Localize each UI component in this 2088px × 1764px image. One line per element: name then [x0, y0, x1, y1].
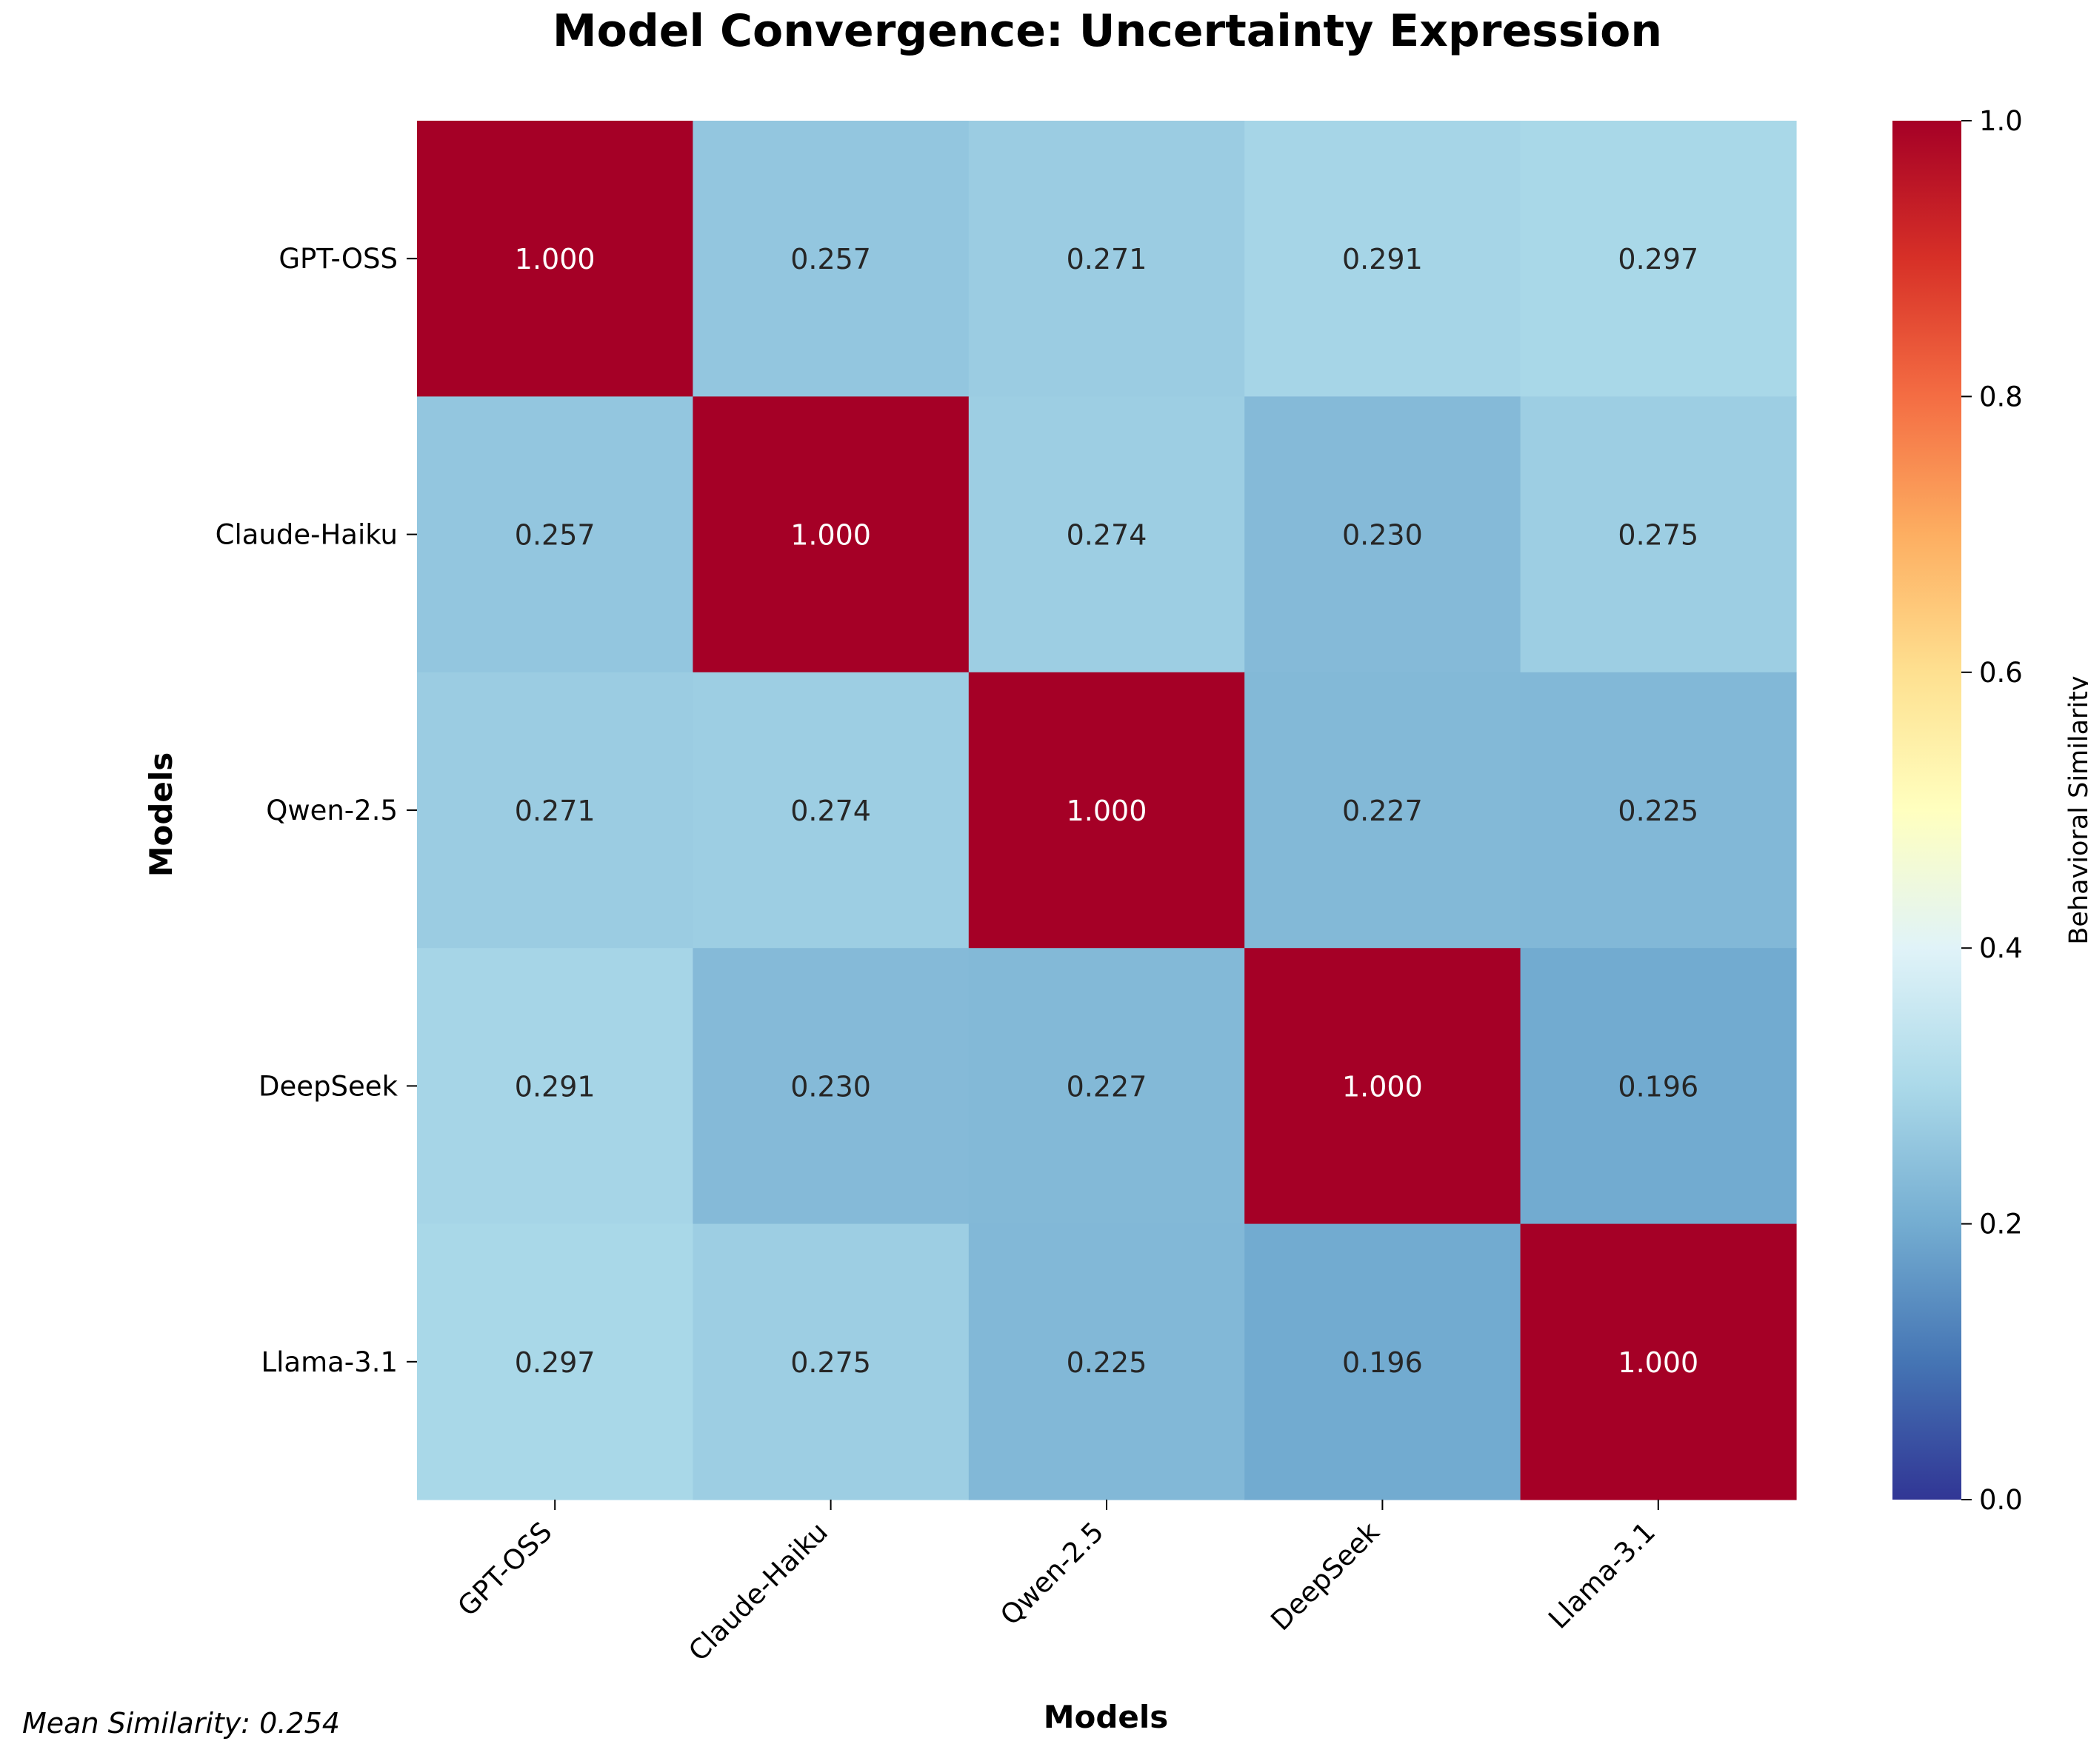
- cell-value-label: 0.196: [1618, 1070, 1698, 1103]
- cell-value-label: 0.271: [515, 795, 596, 827]
- y-tick-label: Qwen-2.5: [266, 795, 398, 826]
- colorbar-label: Behavioral Similarity: [2064, 675, 2088, 944]
- x-tick-label: GPT-OSS: [452, 1516, 558, 1623]
- heatmap-cells: [417, 121, 1797, 1500]
- cell-value-label: 0.227: [1067, 1070, 1147, 1103]
- cell-value-label: 1.000: [1618, 1346, 1698, 1379]
- colorbar-tick-label: 0.8: [1979, 381, 2023, 412]
- cell-value-label: 0.271: [1067, 243, 1147, 275]
- cell-value-label: 0.230: [790, 1070, 871, 1103]
- heatmap-cell: [1244, 396, 1521, 673]
- cell-value-label: 1.000: [1067, 795, 1147, 827]
- colorbar-ticks: 0.0 0.2 0.4 0.6 0.8 1.0: [1961, 105, 2023, 1516]
- cell-value-label: 0.230: [1342, 519, 1423, 552]
- cell-value-label: 1.000: [515, 243, 596, 275]
- colorbar-tick-label: 0.6: [1979, 657, 2023, 689]
- x-tick-label: Qwen-2.5: [994, 1516, 1110, 1631]
- heatmap-cell: [1244, 1223, 1521, 1500]
- chart-title: Model Convergence: Uncertainty Expressio…: [553, 5, 1662, 57]
- heatmap-cell: [693, 121, 970, 397]
- colorbar: 0.0 0.2 0.4 0.6 0.8 1.0 Behavioral Similarity: [1892, 105, 2088, 1516]
- heatmap-cell: [968, 396, 1245, 673]
- heatmap-cell: [417, 672, 693, 949]
- heatmap-cell: [1520, 396, 1797, 673]
- colorbar-tick-label: 0.2: [1979, 1209, 2023, 1240]
- heatmap-cell: [1244, 121, 1521, 397]
- cell-value-label: 0.225: [1618, 795, 1698, 827]
- cell-value-label: 1.000: [790, 519, 871, 552]
- y-tick-label: DeepSeek: [259, 1070, 398, 1102]
- x-tick-label: DeepSeek: [1264, 1516, 1386, 1637]
- cell-value-label: 0.227: [1342, 795, 1423, 827]
- cell-value-label: 0.275: [790, 1346, 871, 1379]
- y-tick-label: GPT-OSS: [278, 243, 398, 275]
- cell-value-label: 0.291: [515, 1070, 596, 1103]
- x-axis-label: Models: [1044, 1699, 1169, 1735]
- heatmap-cell: [1244, 948, 1521, 1225]
- x-tick-label: Llama-3.1: [1542, 1516, 1661, 1635]
- y-tick-label: Claude-Haiku: [216, 519, 398, 551]
- cell-value-label: 0.257: [790, 243, 871, 275]
- heatmap-cell: [1520, 1223, 1797, 1500]
- heatmap-cell: [968, 121, 1245, 397]
- heatmap-cell: [1520, 948, 1797, 1225]
- y-axis: GPT-OSS Claude-Haiku Qwen-2.5 DeepSeek Llama…: [216, 243, 417, 1378]
- y-tick-label: Llama-3.1: [261, 1346, 398, 1378]
- cell-value-label: 0.225: [1067, 1346, 1147, 1379]
- cell-value-label: 0.275: [1618, 519, 1698, 552]
- heatmap-cell: [417, 1223, 693, 1500]
- heatmap-cell: [693, 396, 970, 673]
- mean-similarity-annotation: Mean Similarity: 0.254: [22, 1707, 340, 1740]
- heatmap-cell: [417, 121, 693, 397]
- cell-value-label: 0.297: [1618, 243, 1698, 275]
- heatmap-cell: [968, 948, 1245, 1225]
- cell-value-label: 0.274: [1067, 519, 1147, 552]
- y-axis-label: Models: [143, 752, 179, 878]
- cell-value-label: 1.000: [1342, 1070, 1423, 1103]
- cell-value-label: 0.297: [515, 1346, 596, 1379]
- cell-value-label: 0.274: [790, 795, 871, 827]
- heatmap-cell: [693, 1223, 970, 1500]
- heatmap-cell-labels: 1.000 0.257 0.271 0.291 0.297 0.257 1.000 0.274…: [515, 243, 1698, 1379]
- heatmap-cell: [1520, 121, 1797, 397]
- cell-value-label: 0.257: [515, 519, 596, 552]
- colorbar-tick-label: 1.0: [1979, 105, 2023, 137]
- heatmap-cell: [968, 1223, 1245, 1500]
- heatmap-cell: [968, 672, 1245, 949]
- colorbar-gradient: [1892, 121, 1961, 1500]
- cell-value-label: 0.196: [1342, 1346, 1423, 1379]
- heatmap-cell: [417, 948, 693, 1225]
- colorbar-tick-label: 0.0: [1979, 1484, 2023, 1516]
- heatmap-cell: [693, 948, 970, 1225]
- heatmap-cell: [693, 672, 970, 949]
- heatmap-cell: [1244, 672, 1521, 949]
- heatmap-cell: [1520, 672, 1797, 949]
- x-tick-label: Claude-Haiku: [682, 1516, 834, 1668]
- heatmap-cell: [417, 396, 693, 673]
- x-axis: GPT-OSS Claude-Haiku Qwen-2.5 DeepSeek Llama…: [452, 1500, 1661, 1668]
- colorbar-tick-label: 0.4: [1979, 932, 2023, 964]
- cell-value-label: 0.291: [1342, 243, 1423, 275]
